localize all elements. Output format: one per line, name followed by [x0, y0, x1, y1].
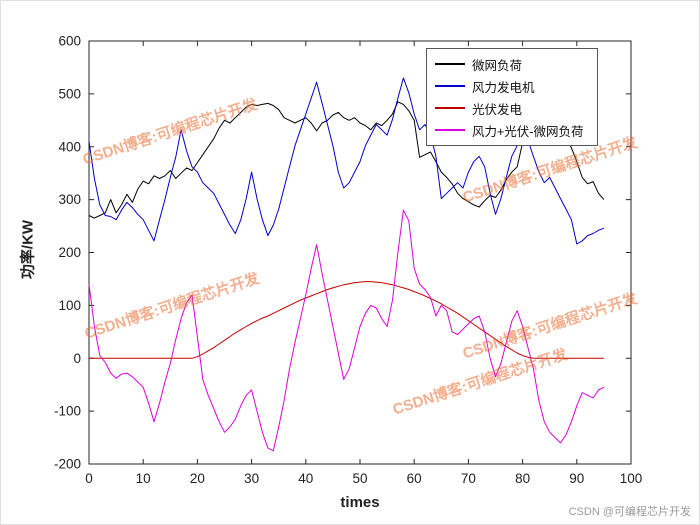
x-tick-label: 20: [190, 471, 205, 486]
x-tick-label: 30: [244, 471, 259, 486]
x-tick-label: 60: [407, 471, 422, 486]
x-tick-label: 40: [298, 471, 313, 486]
y-tick-label: 500: [58, 86, 81, 101]
legend-line-sample-net: [435, 129, 465, 131]
legend-line-sample-wind: [435, 85, 465, 87]
x-tick-label: 100: [620, 471, 643, 486]
legend-item-load: 微网负荷: [435, 53, 589, 75]
legend-label-wind: 风力发电机: [472, 80, 535, 95]
x-tick-label: 0: [85, 471, 93, 486]
y-axis-label: 功率/KW: [19, 219, 37, 280]
y-tick-label: -200: [54, 457, 81, 472]
y-tick-label: 400: [58, 139, 81, 154]
x-tick-label: 70: [461, 471, 476, 486]
y-tick-label: -100: [54, 404, 81, 419]
y-tick-label: 100: [58, 298, 81, 313]
legend-label-load: 微网负荷: [472, 58, 523, 73]
legend-label-pv: 光伏发电: [472, 102, 523, 117]
y-tick-label: 300: [58, 192, 81, 207]
y-tick-label: 200: [58, 245, 81, 260]
series-line-3: [88, 209, 605, 452]
legend-item-wind: 风力发电机: [435, 75, 589, 97]
corner-credit: CSDN @可编程芯片开发: [568, 506, 691, 518]
y-tick-label: 0: [73, 351, 81, 366]
legend[interactable]: 微网负荷 风力发电机 光伏发电 风力+光伏-微网负荷: [426, 48, 598, 146]
legend-line-sample-pv: [435, 107, 465, 109]
x-tick-label: 80: [515, 471, 530, 486]
x-tick-label: 10: [136, 471, 151, 486]
x-tick-label: 90: [569, 471, 584, 486]
legend-line-sample-load: [435, 63, 465, 65]
x-axis-label: times: [340, 494, 380, 511]
x-tick-label: 50: [352, 471, 367, 486]
series-line-0: [88, 97, 605, 219]
series-line-2: [89, 281, 604, 359]
legend-label-net: 风力+光伏-微网负荷: [472, 124, 584, 139]
y-tick-label: 600: [58, 34, 81, 49]
legend-item-net: 风力+光伏-微网负荷: [435, 119, 589, 141]
legend-item-pv: 光伏发电: [435, 97, 589, 119]
